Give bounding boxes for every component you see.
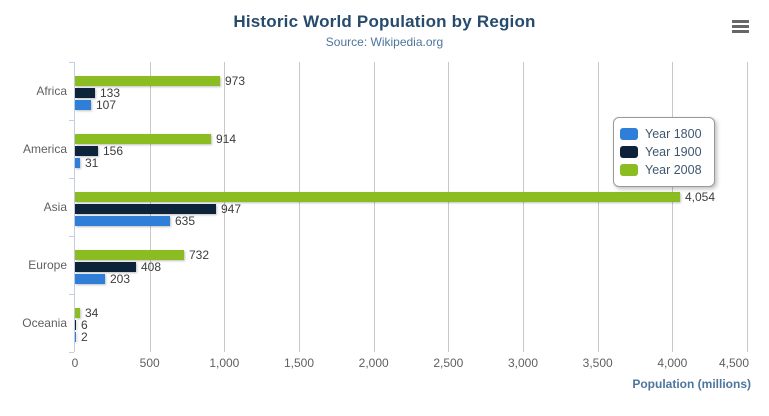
bar-oceania-year-1900[interactable] — [75, 320, 76, 330]
y-axis-tick — [69, 294, 74, 295]
gridline-4000 — [672, 62, 674, 352]
x-axis-label-3500: 3,500 — [582, 356, 613, 370]
y-axis-tick — [69, 120, 74, 121]
bar-america-year-1900[interactable] — [75, 146, 98, 156]
x-axis-label-2500: 2,500 — [433, 356, 464, 370]
x-axis-label-500: 500 — [139, 356, 160, 370]
bar-value-africa-year-1900: 133 — [100, 86, 121, 100]
bar-value-america-year-1900: 156 — [103, 144, 124, 158]
bar-africa-year-1900[interactable] — [75, 88, 95, 98]
gridline-3500 — [597, 62, 599, 352]
bar-asia-year-1800[interactable] — [75, 216, 170, 226]
x-axis-label-2000: 2,000 — [358, 356, 389, 370]
legend-swatch-year-1900 — [620, 146, 638, 158]
bar-value-europe-year-1800: 203 — [110, 272, 131, 286]
legend-item-year-1800[interactable]: Year 1800 — [620, 125, 706, 143]
gridline-4500 — [747, 62, 748, 352]
y-axis-label-europe: Europe — [28, 258, 67, 272]
bar-value-asia-year-1800: 635 — [175, 214, 196, 228]
legend-item-year-1900[interactable]: Year 1900 — [620, 143, 706, 161]
bar-africa-year-1800[interactable] — [75, 100, 91, 110]
bar-europe-year-1800[interactable] — [75, 274, 105, 284]
legend: Year 1800 Year 1900 Year 2008 — [613, 117, 715, 187]
x-axis-label-4000: 4,000 — [657, 356, 688, 370]
y-axis-tick — [69, 352, 74, 353]
bar-value-europe-year-1900: 408 — [141, 260, 162, 274]
bar-value-oceania-year-2008: 34 — [85, 306, 99, 320]
context-menu-button[interactable] — [732, 20, 750, 35]
legend-label-year-1900: Year 1900 — [645, 145, 702, 159]
x-axis-label-4500: 4,500 — [718, 356, 750, 370]
gridline-2500 — [448, 62, 450, 352]
x-axis-label-3000: 3,000 — [507, 356, 539, 370]
bar-value-africa-year-2008: 973 — [225, 74, 246, 88]
bar-asia-year-2008[interactable] — [75, 192, 680, 202]
bar-asia-year-1900[interactable] — [75, 204, 216, 214]
y-axis-label-africa: Africa — [36, 84, 67, 98]
bar-africa-year-2008[interactable] — [75, 76, 220, 86]
chart-subtitle: Source: Wikipedia.org — [325, 35, 444, 49]
y-axis-label-asia: Asia — [43, 200, 67, 214]
x-axis-label-0: 0 — [71, 356, 79, 370]
bar-value-oceania-year-1900: 6 — [81, 318, 88, 332]
gridline-2000 — [373, 62, 375, 352]
y-axis-tick — [69, 178, 74, 179]
x-axis-label-1000: 1,000 — [209, 356, 240, 370]
bar-america-year-1800[interactable] — [75, 158, 80, 168]
x-axis-title: Population (millions) — [632, 377, 751, 391]
bar-value-africa-year-1800: 107 — [96, 98, 117, 112]
legend-swatch-year-2008 — [620, 164, 638, 176]
bar-oceania-year-1800[interactable] — [75, 332, 76, 342]
gridline-1000 — [224, 62, 226, 352]
y-axis-label-america: America — [22, 142, 67, 156]
bar-value-oceania-year-1800: 2 — [81, 330, 88, 344]
bar-value-asia-year-1900: 947 — [221, 202, 242, 216]
bar-america-year-2008[interactable] — [75, 134, 211, 144]
legend-swatch-year-1800 — [620, 128, 638, 140]
legend-label-year-1800: Year 1800 — [645, 127, 702, 141]
gridline-3000 — [523, 62, 524, 352]
bar-value-europe-year-2008: 732 — [189, 248, 210, 262]
x-axis-label-1500: 1,500 — [283, 356, 315, 370]
hamburger-icon — [732, 20, 750, 33]
bar-value-asia-year-2008: 4,054 — [685, 190, 716, 204]
bar-oceania-year-2008[interactable] — [75, 308, 80, 318]
bar-value-america-year-2008: 914 — [216, 132, 237, 146]
bar-europe-year-1900[interactable] — [75, 262, 136, 272]
y-axis-label-oceania: Oceania — [22, 316, 67, 330]
legend-label-year-2008: Year 2008 — [645, 163, 702, 177]
y-axis-tick — [69, 62, 74, 63]
gridline-1500 — [299, 62, 300, 352]
bar-europe-year-2008[interactable] — [75, 250, 184, 260]
y-axis-tick — [69, 236, 74, 237]
y-axis-line — [74, 62, 75, 352]
bar-value-america-year-1800: 31 — [85, 156, 99, 170]
chart-title: Historic World Population by Region — [233, 12, 536, 31]
legend-item-year-2008[interactable]: Year 2008 — [620, 161, 706, 179]
